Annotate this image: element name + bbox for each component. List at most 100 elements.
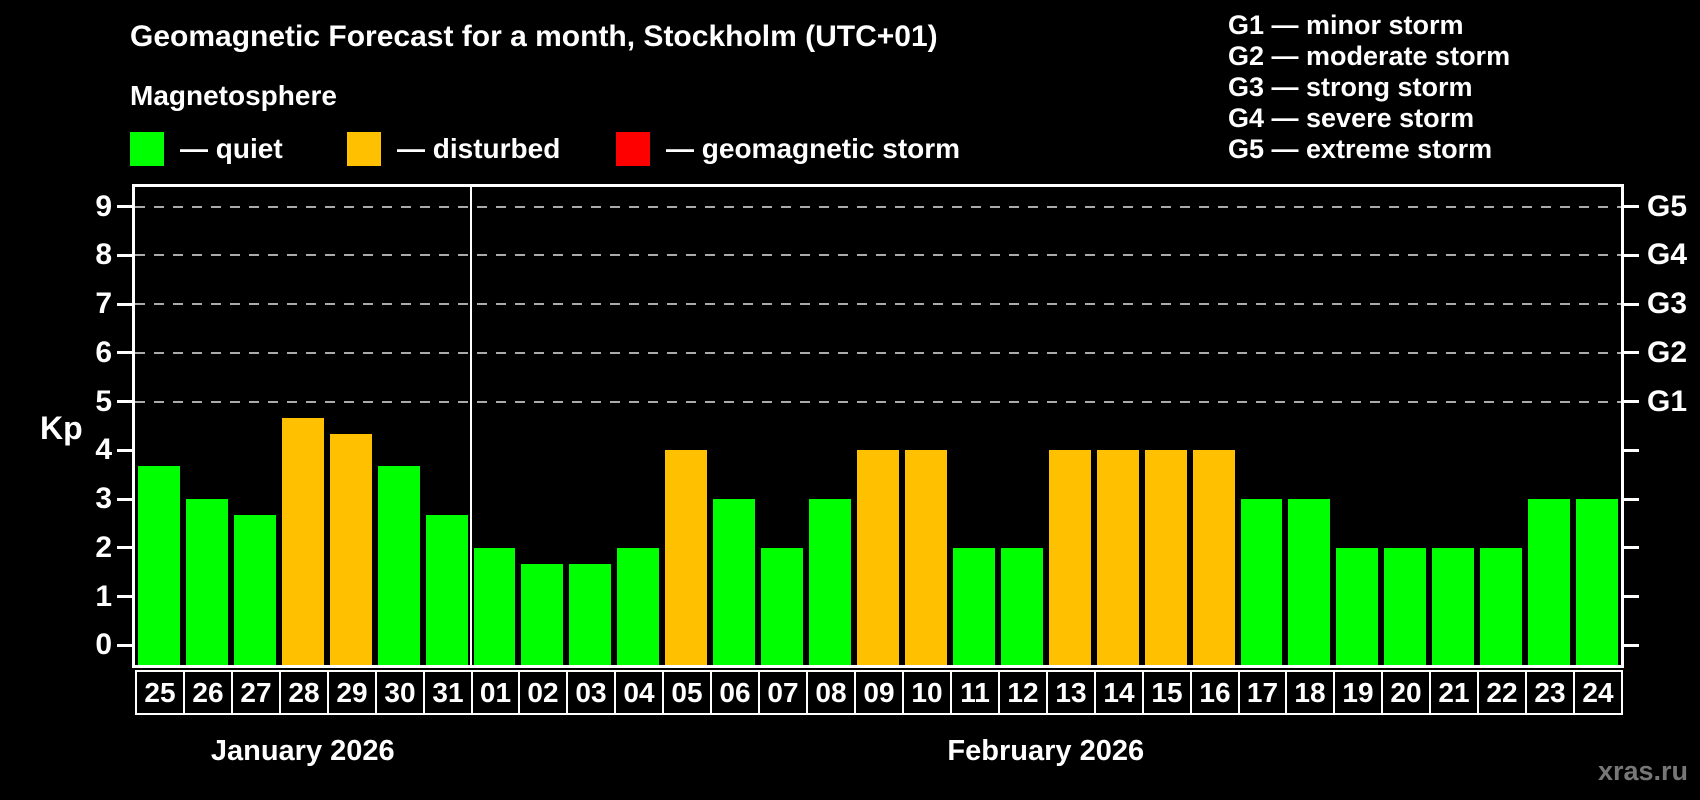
- kp-bar: [1384, 547, 1427, 665]
- day-label: 24: [1573, 670, 1623, 715]
- kp-tick-label: 6: [95, 335, 112, 369]
- day-label: 12: [998, 670, 1048, 715]
- day-label: 29: [327, 670, 377, 715]
- day-label: 20: [1381, 670, 1431, 715]
- kp-tick-label: 3: [95, 482, 112, 516]
- day-label: 13: [1046, 670, 1096, 715]
- month-separator: [469, 187, 472, 665]
- kp-bar: [1528, 499, 1571, 665]
- day-label: 27: [231, 670, 281, 715]
- kp-bar: [1240, 499, 1283, 665]
- g-axis-tick: [1624, 595, 1639, 599]
- day-label: 07: [758, 670, 808, 715]
- disturbed-color-swatch-icon: [347, 132, 381, 166]
- day-label: 15: [1142, 670, 1192, 715]
- kp-bar: [521, 564, 564, 665]
- kp-bar: [1000, 547, 1043, 665]
- kp-bar: [1432, 547, 1475, 665]
- legend-item-geomagnetic-storm: — geomagnetic storm: [616, 132, 960, 166]
- kp-gridline: [135, 254, 1621, 257]
- day-label: 14: [1094, 670, 1144, 715]
- kp-axis-tick: [117, 595, 132, 599]
- day-label: 09: [854, 670, 904, 715]
- kp-bar: [952, 547, 995, 665]
- kp-bar: [281, 417, 324, 665]
- day-label: 05: [662, 670, 712, 715]
- kp-axis-tick: [117, 546, 132, 550]
- kp-bar: [1096, 450, 1139, 665]
- day-label: 25: [135, 670, 185, 715]
- kp-bar: [1576, 499, 1618, 665]
- g-axis-tick: [1624, 302, 1639, 306]
- day-label: 16: [1190, 670, 1240, 715]
- day-axis-row: 25 26 27 28 29 30 31 01 02 03 04 05 06 07 08 09 10 11 12 13…: [135, 670, 1623, 716]
- g-axis-tick: [1624, 351, 1639, 355]
- kp-gridline: [135, 351, 1621, 354]
- kp-bar: [857, 450, 899, 665]
- day-label: 21: [1429, 670, 1479, 715]
- kp-bar: [569, 564, 612, 665]
- quiet-color-swatch-icon: [130, 132, 164, 166]
- g-scale-label: G4: [1647, 238, 1688, 272]
- y-axis-title: Kp: [40, 410, 83, 446]
- kp-bar: [377, 466, 420, 665]
- g-axis-tick: [1624, 253, 1639, 257]
- day-label: 19: [1333, 670, 1383, 715]
- kp-axis-tick: [117, 448, 132, 452]
- g-scale-label: G2: [1647, 335, 1688, 369]
- kp-axis-tick: [117, 400, 132, 404]
- g-legend-line-g2: G2 — moderate storm: [1228, 41, 1511, 71]
- kp-gridline: [135, 303, 1621, 306]
- g-scale-legend: G1 — minor storm G2 — moderate storm G3 …: [1228, 10, 1510, 165]
- day-label: 06: [710, 670, 760, 715]
- day-label: 18: [1285, 670, 1335, 715]
- kp-axis-tick: [117, 643, 132, 647]
- kp-bar: [1144, 450, 1187, 665]
- legend-label-quiet: — quiet: [180, 133, 283, 164]
- legend-item-quiet: — quiet: [130, 132, 283, 166]
- kp-bar: [329, 434, 372, 665]
- kp-axis-tick: [117, 205, 132, 208]
- kp-axis-tick: [117, 253, 132, 257]
- g-scale-label: G5: [1647, 189, 1688, 223]
- month-label: February 2026: [947, 735, 1145, 767]
- kp-bar: [1336, 547, 1379, 665]
- day-label: 23: [1525, 670, 1575, 715]
- day-label: 10: [902, 670, 952, 715]
- g-legend-line-g5: G5 — extreme storm: [1228, 134, 1493, 164]
- month-label: January 2026: [210, 735, 395, 767]
- kp-tick-label: 8: [95, 238, 112, 272]
- kp-bar: [761, 547, 804, 665]
- g-scale-label: G3: [1647, 287, 1688, 321]
- kp-axis-tick: [117, 497, 132, 501]
- day-label: 28: [279, 670, 329, 715]
- plot-area: [132, 184, 1624, 668]
- day-label: 17: [1238, 670, 1287, 715]
- kp-tick-label: 7: [95, 287, 112, 321]
- kp-bar: [665, 450, 708, 665]
- kp-bar: [473, 547, 516, 665]
- legend-label-disturbed: — disturbed: [397, 133, 561, 164]
- kp-gridline: [135, 205, 1621, 208]
- storm-color-swatch-icon: [616, 132, 650, 166]
- kp-bar: [185, 499, 228, 665]
- kp-bar: [1480, 547, 1523, 665]
- day-label: 04: [614, 670, 664, 715]
- kp-axis-tick: [117, 302, 132, 306]
- kp-bar: [138, 466, 180, 665]
- kp-bar: [233, 515, 276, 665]
- g-axis-tick: [1624, 448, 1639, 452]
- kp-tick-label: 1: [95, 579, 112, 613]
- kp-gridline: [135, 400, 1621, 403]
- day-label: 31: [423, 670, 473, 715]
- g-legend-line-g1: G1 — minor storm: [1228, 10, 1464, 40]
- day-label: 11: [950, 670, 1000, 715]
- g-axis-tick: [1624, 400, 1639, 404]
- g-axis-tick: [1624, 497, 1639, 501]
- day-label: 26: [183, 670, 233, 715]
- legend-label-geomagnetic-storm: — geomagnetic storm: [666, 133, 961, 164]
- g-legend-line-g4: G4 — severe storm: [1228, 103, 1475, 133]
- kp-bar: [904, 450, 947, 665]
- day-label: 01: [471, 670, 520, 715]
